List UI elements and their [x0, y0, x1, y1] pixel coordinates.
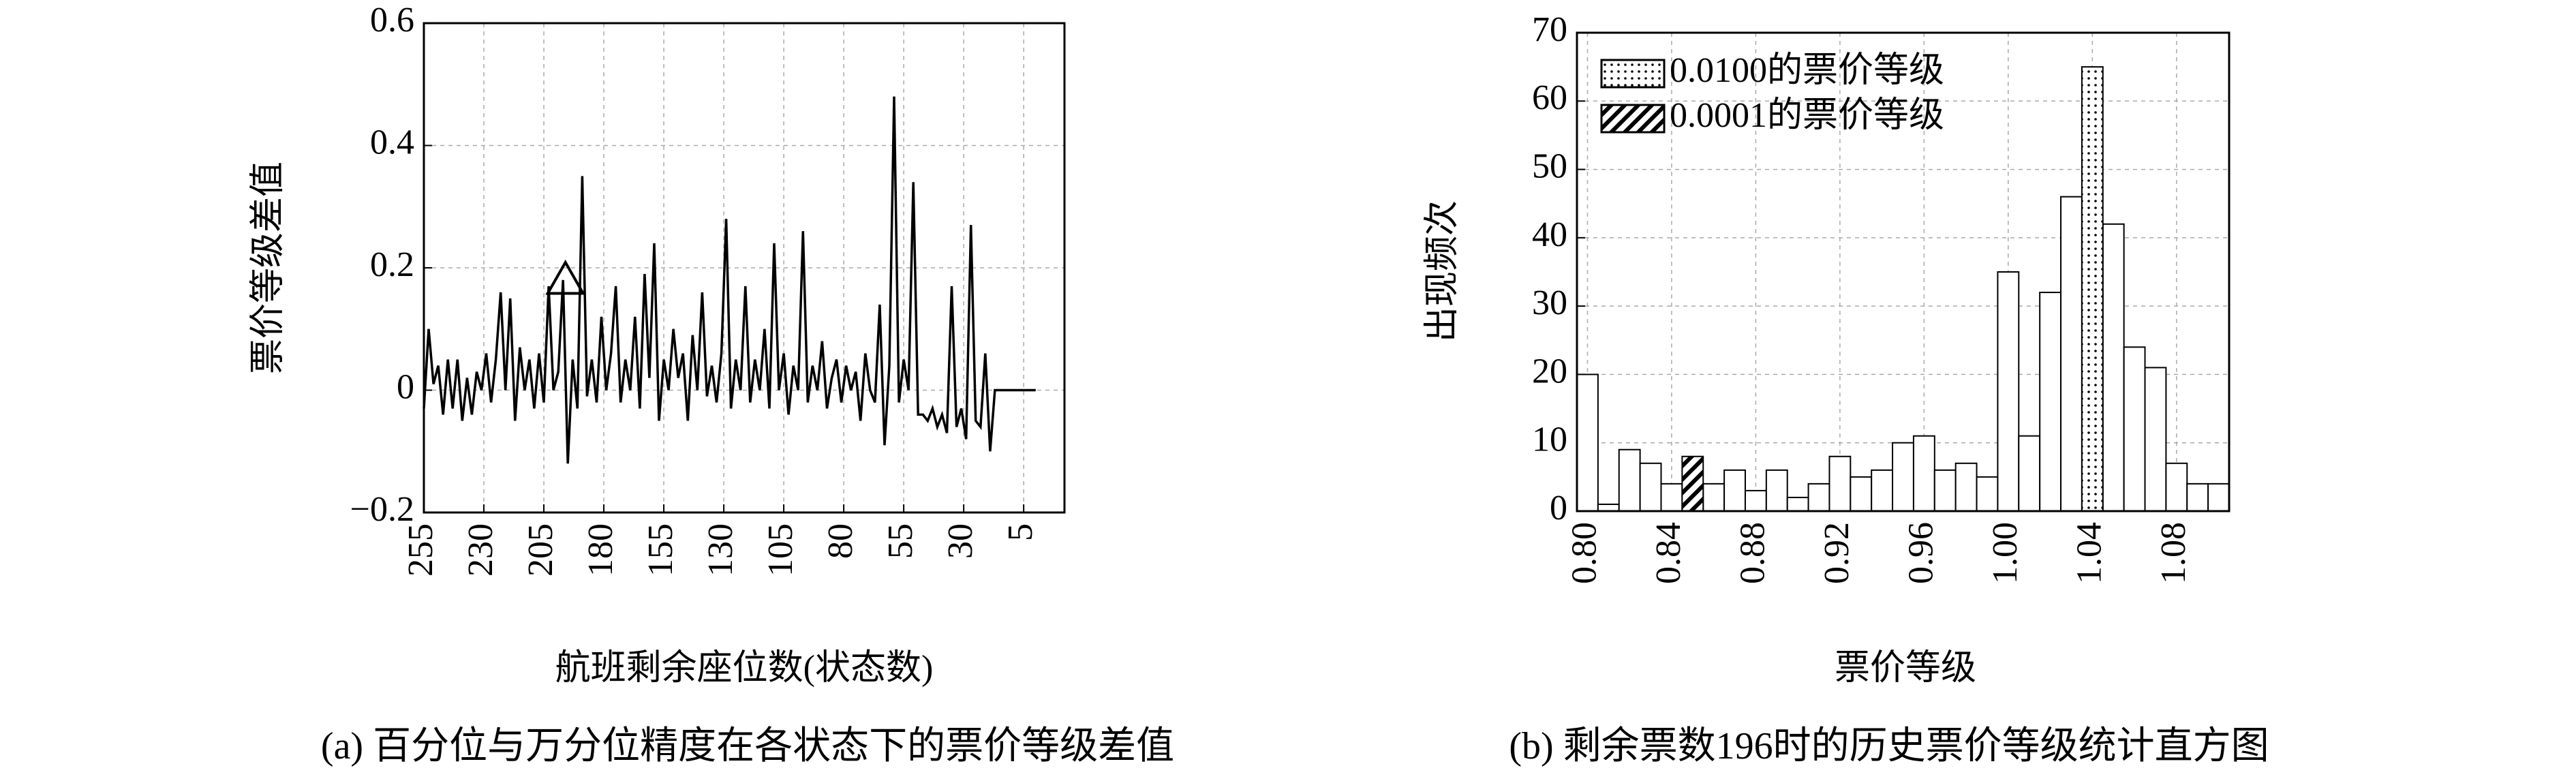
histogram-bar: [1892, 442, 1914, 512]
y-axis-label: 票价等级差值: [249, 162, 288, 374]
histogram-bar: [1702, 483, 1726, 512]
legend-swatch: [1600, 59, 1666, 89]
y-tick-label: 50: [1532, 147, 1567, 186]
y-tick-label: 60: [1532, 78, 1567, 117]
x-tick-label: 80: [821, 523, 860, 559]
x-tick-label: 155: [641, 523, 680, 577]
x-axis-label: 票价等级: [1835, 649, 1976, 688]
y-tick-label: −0.2: [350, 490, 414, 529]
highlight-marker: [545, 259, 586, 295]
y-tick-label: 70: [1532, 10, 1567, 49]
y-tick-label: 0.6: [370, 1, 414, 40]
histogram-bar: [1807, 483, 1830, 512]
plot-border: [423, 22, 1066, 514]
y-tick-label: 0: [397, 367, 414, 406]
y-tick-label: 0: [1550, 489, 1567, 527]
x-tick-label: 255: [401, 523, 440, 577]
histogram-bar: [1997, 271, 2020, 512]
legend-label: 0.0100的票价等级: [1670, 51, 1944, 90]
histogram-bar: [2186, 483, 2209, 512]
histogram-bar: [1597, 503, 1620, 512]
histogram-bar: [2018, 435, 2041, 512]
plot-border: [1576, 31, 2230, 512]
histogram-bar: [2123, 346, 2146, 512]
histogram-bar: [1639, 462, 1662, 512]
caption: (b) 剩余票数196时的历史票价等级统计直方图: [1509, 725, 2269, 767]
histogram-bar: [1976, 476, 1999, 512]
x-tick-label: 0.84: [1649, 522, 1688, 584]
y-tick-label: 30: [1532, 284, 1567, 322]
x-tick-label: 180: [581, 523, 620, 577]
x-tick-label: 0.92: [1818, 522, 1856, 584]
legend-swatch: [1600, 104, 1666, 134]
x-tick-label: 0.80: [1565, 522, 1604, 584]
y-tick-label: 20: [1532, 352, 1567, 390]
histogram-bar: [1871, 469, 1894, 512]
x-tick-label: 5: [1001, 523, 1040, 541]
x-tick-label: 1.08: [2154, 522, 2193, 584]
histogram-bar: [1723, 469, 1746, 512]
histogram-bar: [1765, 469, 1788, 512]
x-tick-label: 130: [701, 523, 740, 577]
y-tick-label: 0.4: [370, 123, 414, 162]
legend-label: 0.0001的票价等级: [1670, 96, 1944, 135]
y-axis-label: 出现频次: [1423, 200, 1462, 342]
x-tick-label: 0.88: [1733, 522, 1772, 584]
histogram-bar: [1618, 448, 1641, 512]
histogram-bar: [1828, 455, 1852, 512]
x-tick-label: 105: [761, 523, 800, 577]
x-tick-label: 205: [521, 523, 560, 577]
caption: (a) 百分位与万分位精度在各状态下的票价等级差值: [321, 725, 1174, 767]
histogram-bar: [2165, 462, 2188, 512]
x-axis-label: 航班剩余座位数(状态数): [555, 649, 934, 688]
histogram-bar: [1954, 462, 1978, 512]
y-tick-label: 10: [1532, 420, 1567, 459]
x-tick-label: 30: [941, 523, 980, 559]
histogram-bar: [2102, 223, 2125, 512]
data-line: [423, 96, 1036, 464]
histogram-bar: [2060, 196, 2083, 512]
x-tick-label: 1.04: [2070, 522, 2109, 584]
histogram-bar: [1681, 455, 1704, 512]
histogram-bar: [2207, 483, 2230, 512]
histogram-bar: [2081, 66, 2104, 512]
histogram-bar: [2144, 367, 2167, 512]
histogram-bar: [1660, 483, 1683, 512]
histogram-bar: [1933, 469, 1957, 512]
x-tick-label: 1.00: [1986, 522, 2025, 584]
histogram-bar: [1850, 476, 1873, 512]
histogram-bar: [1912, 435, 1935, 512]
x-tick-label: 0.96: [1901, 522, 1940, 584]
x-tick-label: 230: [461, 523, 500, 577]
histogram-bar: [1786, 496, 1809, 512]
histogram-bar: [1576, 373, 1599, 512]
y-tick-label: 0.2: [370, 245, 414, 284]
x-tick-label: 55: [881, 523, 920, 559]
y-tick-label: 40: [1532, 215, 1567, 254]
histogram-bar: [2039, 292, 2062, 512]
histogram-bar: [1744, 489, 1767, 512]
